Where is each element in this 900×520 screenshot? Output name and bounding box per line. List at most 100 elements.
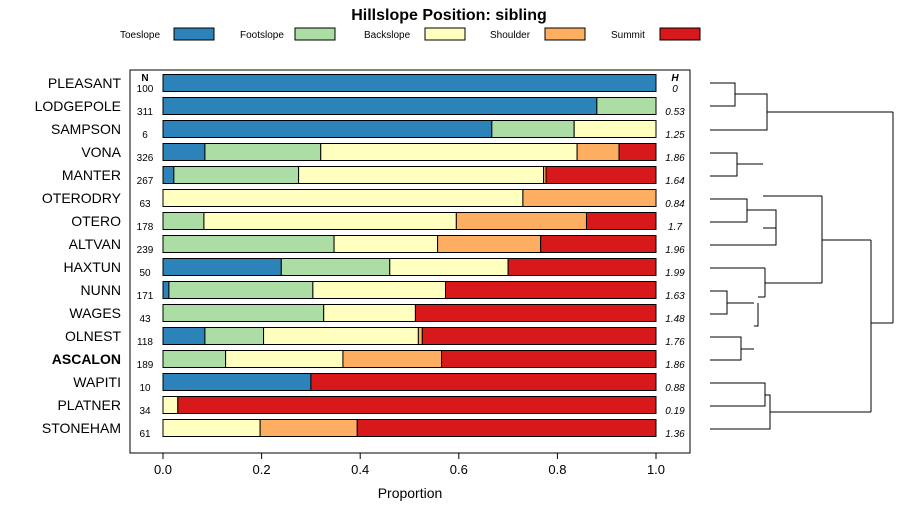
bar-segment-summit [618, 143, 657, 161]
h-column-header: H [671, 73, 679, 84]
x-tick-label: 0.0 [154, 462, 172, 477]
n-value: 34 [139, 406, 151, 417]
row-platner: PLATNER 34 0.19 [57, 396, 685, 417]
row-manter: MANTER 267 1.64 [62, 166, 685, 187]
x-axis: 0.0 0.2 0.4 0.6 0.8 1.0 [154, 453, 665, 477]
h-value: 1.48 [665, 314, 685, 325]
h-value: 1.76 [665, 337, 685, 348]
row-pleasant: PLEASANT 100 0 [48, 74, 678, 95]
legend-label-toeslope: Toeslope [120, 30, 160, 41]
bar-segment-summit [356, 419, 657, 437]
category-label: OTERODRY [42, 190, 122, 206]
row-nunn: NUNN 171 1.63 [81, 281, 685, 302]
x-tick-label: 0.8 [548, 462, 566, 477]
dendrogram [710, 82, 894, 430]
h-value: 0.19 [665, 406, 685, 417]
x-axis-label: Proportion [378, 485, 443, 501]
n-value: 50 [139, 268, 151, 279]
chart-title: Hillslope Position: sibling [351, 7, 547, 24]
n-value: 311 [137, 107, 153, 118]
row-otero: OTERO 178 1.7 [71, 212, 682, 233]
category-label: OLNEST [65, 328, 121, 344]
legend-swatch-shoulder [544, 27, 586, 41]
row-wapiti: WAPITI 10 0.88 [73, 373, 685, 394]
h-value: 0.88 [665, 383, 685, 394]
bar-segment-summit [507, 258, 657, 276]
row-oterodry: OTERODRY 63 0.84 [42, 189, 685, 210]
bar-segment-footslope [168, 281, 314, 299]
bar-segment-backslope [320, 143, 578, 161]
row-ascalon: ASCALON 189 1.86 [52, 350, 685, 371]
legend-swatch-summit [659, 27, 701, 41]
bar-segment-backslope [263, 327, 419, 345]
bar-segment-summit [421, 327, 657, 345]
bar-segment-toeslope [162, 74, 657, 92]
bar-segment-toeslope [162, 120, 493, 138]
legend-swatch-toeslope [173, 27, 215, 41]
row-stoneham: STONEHAM 61 1.36 [42, 419, 685, 440]
bar-segment-footslope [162, 304, 325, 322]
n-value: 6 [142, 130, 148, 141]
category-label: WAPITI [73, 374, 121, 390]
bar-segment-backslope [573, 120, 657, 138]
bar-segment-backslope [312, 281, 446, 299]
bar-segment-shoulder [455, 212, 587, 230]
h-value: 1.63 [665, 291, 685, 302]
x-tick-label: 0.2 [253, 462, 271, 477]
row-altvan: ALTVAN 239 1.96 [69, 235, 685, 256]
row-haxtun: HAXTUN 50 1.99 [63, 258, 685, 279]
n-value: 326 [137, 153, 154, 164]
bar-segment-backslope [203, 212, 457, 230]
bar-segment-backslope [298, 166, 545, 184]
bar-segment-footslope [162, 350, 227, 368]
h-value: 0.53 [665, 107, 685, 118]
x-tick-label: 0.6 [450, 462, 468, 477]
h-value: 0 [672, 84, 678, 95]
bar-segment-summit [540, 235, 657, 253]
bar-segment-shoulder [342, 350, 443, 368]
bar-segment-summit [310, 373, 657, 391]
bar-segment-summit [414, 304, 657, 322]
bar-segment-shoulder [437, 235, 542, 253]
n-column-header: N [141, 73, 148, 84]
bar-segment-footslope [162, 235, 335, 253]
bar-segment-shoulder [576, 143, 620, 161]
category-label: OTERO [71, 213, 121, 229]
bar-segment-footslope [162, 212, 205, 230]
bar-segment-footslope [204, 143, 322, 161]
h-value: 1.7 [668, 222, 682, 233]
bar-segment-footslope [204, 327, 265, 345]
bar-segment-summit [444, 281, 657, 299]
n-value: 61 [139, 429, 151, 440]
h-value: 1.96 [665, 245, 685, 256]
row-sampson: SAMPSON 6 1.25 [51, 120, 685, 141]
legend-label-summit: Summit [611, 30, 645, 41]
n-value: 63 [139, 199, 151, 210]
category-label: VONA [81, 144, 121, 160]
bar-segment-backslope [162, 396, 179, 414]
bar-rows: PLEASANT 100 0 LODGEPOLE 311 0.53 SAMPSON 6 1.25… [35, 74, 685, 440]
bar-segment-toeslope [162, 258, 282, 276]
category-label: MANTER [62, 167, 121, 183]
bar-segment-summit [585, 212, 657, 230]
bar-segment-toeslope [162, 166, 175, 184]
h-value: 1.99 [665, 268, 685, 279]
category-label: PLATNER [57, 397, 121, 413]
h-value: 0.84 [665, 199, 685, 210]
category-label: WAGES [69, 305, 121, 321]
n-value: 118 [137, 337, 153, 348]
legend-label-backslope: Backslope [364, 30, 411, 41]
row-lodgepole: LODGEPOLE 311 0.53 [35, 97, 685, 118]
bar-segment-toeslope [162, 281, 170, 299]
category-label: PLEASANT [48, 75, 122, 91]
bar-segment-backslope [162, 419, 261, 437]
plot-frame [129, 69, 691, 454]
n-value: 178 [137, 222, 154, 233]
legend-swatch-backslope [424, 27, 466, 41]
legend-label-shoulder: Shoulder [490, 30, 531, 41]
dendrogram-branches [710, 82, 894, 430]
category-label: HAXTUN [63, 259, 121, 275]
h-value: 1.36 [665, 429, 685, 440]
bar-segment-toeslope [162, 373, 312, 391]
